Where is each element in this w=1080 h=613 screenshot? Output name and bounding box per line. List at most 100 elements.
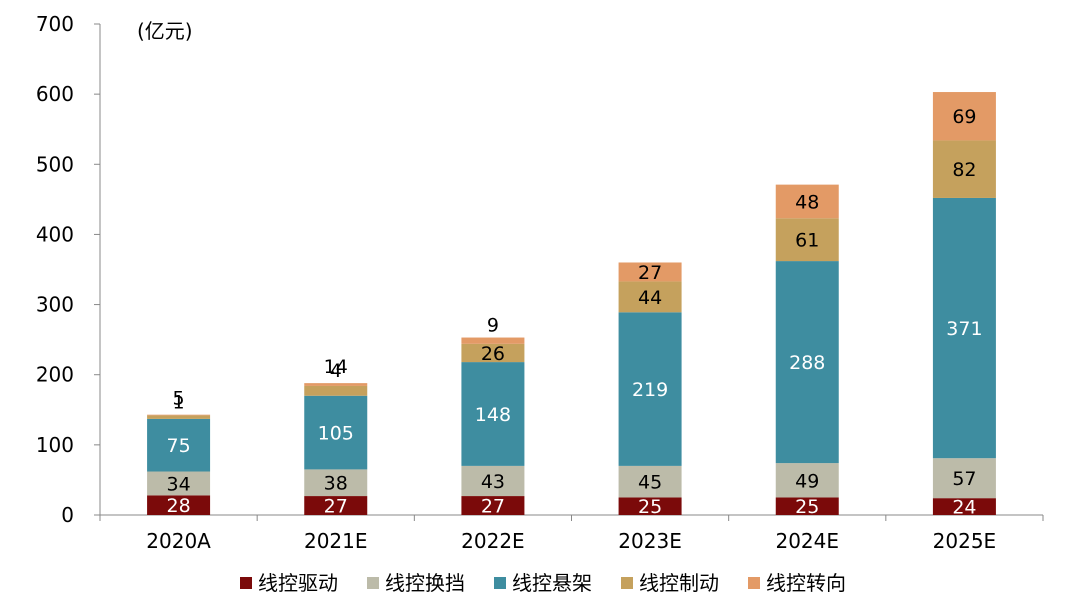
y-tick-label: 300 [36,293,74,317]
axes: 0 100 200 300 400 500 600 700 2020A 2021E 2022E 202… [36,12,1044,553]
bar-segment [618,312,682,466]
x-tick-label: 2024E [775,529,839,553]
unit-label: (亿元) [137,19,193,43]
legend-item: 线控转向 [748,571,846,595]
x-tick-label: 2023E [618,529,682,553]
data-label: 43 [481,471,505,493]
data-label: 25 [638,496,662,518]
bar-segment [147,495,211,515]
bar-segment [304,496,368,515]
data-label: 69 [952,106,976,128]
bar-stack: 24 57 371 82 69 [932,92,996,519]
data-label: 48 [795,191,819,213]
data-label: 27 [638,262,662,284]
legend-swatch [240,577,252,589]
data-label: 75 [166,435,190,457]
bar-segment [461,465,525,497]
bars: 2834755127381051442743148269254521944272… [147,92,996,519]
bar-segment [304,395,368,470]
bar-segment [304,469,368,497]
bar-segment [304,385,368,396]
bar-segment [775,497,839,515]
data-label: 45 [638,472,662,494]
data-label: 38 [324,473,348,495]
bar-segment [147,471,211,496]
legend-label: 线控悬架 [512,571,592,595]
bar-segment [932,92,996,141]
data-label: 57 [952,468,976,490]
data-label: 44 [638,287,662,309]
legend-label: 线控转向 [766,571,846,595]
bar-segment [461,362,525,466]
data-label: 219 [632,379,668,401]
bar-segment [304,383,368,386]
legend-item: 线控悬架 [494,571,592,595]
legend-item: 线控换挡 [367,571,465,595]
y-tick-label: 200 [36,363,74,387]
legend-label: 线控换挡 [385,571,465,595]
legend-swatch [367,577,379,589]
data-label: 49 [795,470,819,492]
data-label: 5 [173,388,185,410]
x-tick-label: 2025E [933,529,997,553]
y-tick-label: 700 [36,12,74,36]
legend-label: 线控制动 [639,571,719,595]
y-tick-label: 400 [36,222,74,246]
data-label: 27 [481,496,505,518]
bar-segment [461,337,525,344]
data-label: 34 [166,473,190,495]
bar-segment [932,140,996,198]
bar-segment [461,343,525,363]
bar-segment [775,261,839,464]
legend-item: 线控制动 [621,571,719,595]
bar-segment [932,498,996,515]
x-tick-label: 2021E [304,529,368,553]
data-label: 9 [487,315,499,337]
data-label: 24 [952,497,976,519]
y-tick-label: 500 [36,152,74,176]
bar-stack: 27 43 148 26 9 [461,315,525,518]
bar-segment [147,418,211,472]
bar-segment [775,218,839,262]
data-label: 82 [952,159,976,181]
data-label: 1 [173,392,185,414]
bar-stack: 25 49 288 61 48 [775,184,839,518]
data-label: 27 [324,496,348,518]
bar-segment [932,197,996,459]
data-label: 288 [789,352,825,374]
legend-swatch [494,577,506,589]
data-label: 61 [795,230,819,252]
bar-segment [461,496,525,515]
bar-segment [618,465,682,498]
bar-segment [147,415,211,419]
data-label: 371 [946,318,982,340]
bar-segment [618,262,682,282]
bar-segment [775,463,839,498]
x-tick-label: 2020A [146,529,211,553]
data-label: 105 [318,423,354,445]
data-label: 14 [324,356,348,378]
bar-segment [932,458,996,499]
legend-swatch [748,577,760,589]
legend: 线控驱动 线控换挡 线控悬架 线控制动 线控转向 [240,571,846,595]
data-label: 28 [166,495,190,517]
legend-swatch [621,577,633,589]
legend-item: 线控驱动 [240,571,338,595]
y-tick-label: 100 [36,433,74,457]
data-label: 26 [481,343,505,365]
bar-segment [147,414,211,416]
legend-label: 线控驱动 [258,571,338,595]
x-tick-label: 2022E [461,529,525,553]
data-label: 148 [475,404,511,426]
y-tick-label: 600 [36,82,74,106]
bar-segment [618,497,682,515]
data-label: 4 [330,360,342,382]
bar-segment [618,281,682,313]
bar-segment [775,184,839,219]
data-label: 25 [795,496,819,518]
y-tick-label: 0 [61,503,74,527]
